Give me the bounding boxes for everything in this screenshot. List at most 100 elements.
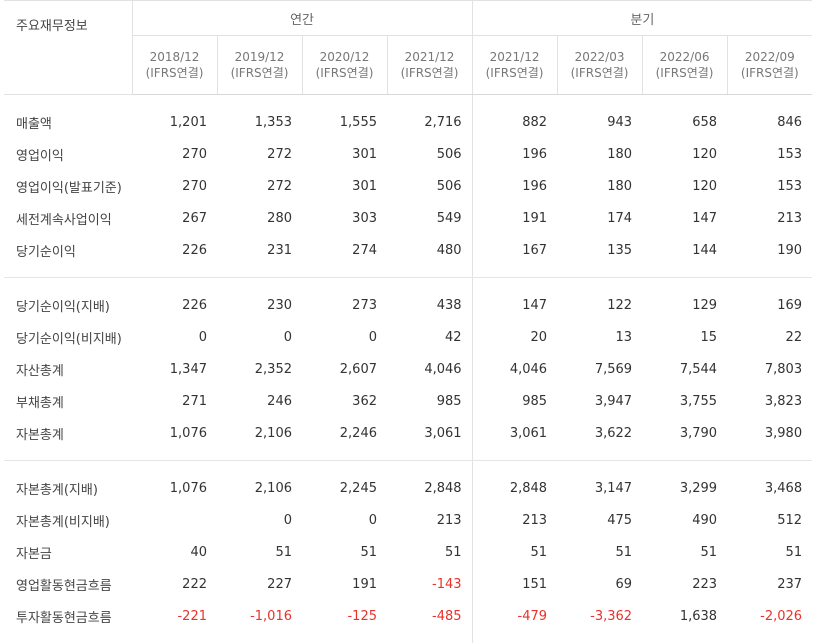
value-cell: 191 <box>471 202 558 234</box>
value-cell: 120 <box>692 178 718 194</box>
row-label: 영업이익(발표기준) <box>16 180 122 196</box>
period-header: 2019/12 (IFRS연결) <box>216 35 302 95</box>
value-cell <box>132 504 217 536</box>
value-cell: 480 <box>387 234 473 278</box>
row-label: 자본총계(비지배) <box>16 514 110 530</box>
period-date: 2019/12 <box>234 50 285 64</box>
value-cell: 4,046 <box>471 353 558 385</box>
value-cell: 180 <box>607 178 633 194</box>
value-cell: 237 <box>777 576 803 592</box>
value-cell: 2,245 <box>339 480 377 496</box>
row-label: 당기순이익 <box>4 234 132 278</box>
row-label: 당기순이익(비지배) <box>16 331 122 347</box>
value-cell: 51 <box>445 544 462 560</box>
row-label: 세전계속사업이익 <box>16 212 112 228</box>
value-cell: 153 <box>777 178 803 194</box>
table-row: 자본총계(지배) 1,076 2,106 2,245 2,848 2,848 3,147 3,… <box>4 460 812 504</box>
value-cell: 42 <box>445 329 462 345</box>
value-cell: -2,026 <box>760 608 803 624</box>
value-cell: 549 <box>436 210 462 226</box>
table-row: 자본총계 1,076 2,106 2,246 3,061 3,061 3,622 3,790 3… <box>4 417 813 461</box>
value-cell: 0 <box>283 329 292 345</box>
period-basis: (IFRS연결) <box>655 66 714 80</box>
value-cell: 362 <box>352 393 377 409</box>
period-basis: (IFRS연결) <box>570 66 629 80</box>
row-label: 당기순이익(지배) <box>16 299 110 315</box>
value-cell: -1,016 <box>250 608 292 624</box>
period-header: 2022/03 (IFRS연결) <box>556 35 643 95</box>
value-cell: 490 <box>692 512 718 528</box>
value-cell: 882 <box>471 94 558 138</box>
table-row: 자본금 40 51 51 51 51 51 51 51 <box>4 536 812 568</box>
row-label: 자본총계(지배) <box>16 482 98 498</box>
value-cell: 3,061 <box>387 417 473 461</box>
value-cell: 7,803 <box>764 361 803 377</box>
value-cell: 51 <box>700 544 718 560</box>
value-cell: 2,106 <box>254 480 292 496</box>
value-cell: 1,347 <box>169 361 207 377</box>
value-cell: 51 <box>471 536 558 568</box>
value-cell: 174 <box>607 210 633 226</box>
period-header: 2021/12 (IFRS연결) <box>471 35 558 95</box>
value-cell: 3,061 <box>471 417 558 461</box>
value-cell: 0 <box>198 329 207 345</box>
value-cell: 191 <box>352 576 377 592</box>
value-cell: 303 <box>352 210 377 226</box>
period-basis: (IFRS연결) <box>145 66 204 80</box>
value-cell: 271 <box>182 393 207 409</box>
value-cell: 273 <box>352 297 377 313</box>
value-cell: 7,544 <box>679 361 718 377</box>
value-cell: 122 <box>607 297 633 313</box>
period-date: 2022/06 <box>659 50 710 64</box>
value-cell: 144 <box>642 234 728 278</box>
value-cell: 226 <box>182 297 207 313</box>
value-cell: 301 <box>352 146 377 162</box>
value-cell: 2,607 <box>339 361 377 377</box>
row-label: 자본금 <box>16 546 52 562</box>
row-label: 영업활동현금흐름 <box>16 578 112 594</box>
value-cell: 3,823 <box>764 393 803 409</box>
value-cell: 3,147 <box>594 480 633 496</box>
value-cell: 274 <box>302 234 387 278</box>
value-cell: 0 <box>368 512 377 528</box>
period-basis: (IFRS연결) <box>230 66 289 80</box>
value-cell: 3,468 <box>764 480 803 496</box>
table-row: 영업이익 270 272 301 506 196 180 120 153 <box>4 138 812 170</box>
group-header-annual: 연간 <box>131 0 473 36</box>
value-cell: 4,046 <box>424 361 462 377</box>
period-basis: (IFRS연결) <box>400 66 459 80</box>
value-cell: 147 <box>692 210 718 226</box>
value-cell: 1,201 <box>169 114 207 130</box>
value-cell: 3,790 <box>642 417 728 461</box>
value-cell: 301 <box>352 178 377 194</box>
period-date: 2021/12 <box>404 50 455 64</box>
value-cell: 196 <box>471 170 558 202</box>
value-cell: 506 <box>436 178 462 194</box>
period-basis: (IFRS연결) <box>485 66 544 80</box>
value-cell: 246 <box>267 393 292 409</box>
period-basis: (IFRS연결) <box>740 66 799 80</box>
value-cell: 270 <box>182 146 207 162</box>
value-cell: 226 <box>132 234 217 278</box>
value-cell: 3,755 <box>679 393 718 409</box>
value-cell: 0 <box>283 512 292 528</box>
period-date: 2021/12 <box>489 50 540 64</box>
value-cell: 846 <box>777 114 803 130</box>
period-header: 2021/12 (IFRS연결) <box>386 35 473 95</box>
value-cell: 1,353 <box>254 114 292 130</box>
value-cell: 0 <box>368 329 377 345</box>
value-cell: 51 <box>275 544 292 560</box>
period-header: 2018/12 (IFRS연결) <box>131 35 217 95</box>
row-label: 영업이익 <box>16 148 64 164</box>
value-cell: 2,352 <box>254 361 292 377</box>
period-date: 2020/12 <box>319 50 370 64</box>
period-date: 2018/12 <box>149 50 200 64</box>
table-row: 투자활동현금흐름 -221 -1,016 -125 -485 -479 -3,362 1,63… <box>4 600 812 643</box>
value-cell: 658 <box>692 114 718 130</box>
table-row: 부채총계 271 246 362 985 985 3,947 3,755 3,823 <box>4 385 812 417</box>
row-label: 투자활동현금흐름 <box>16 610 112 626</box>
value-cell: 135 <box>557 234 643 278</box>
value-cell: 3,622 <box>557 417 643 461</box>
table-row: 당기순이익 226 231 274 480 167 135 144 190 <box>4 234 813 278</box>
value-cell: 213 <box>777 210 803 226</box>
